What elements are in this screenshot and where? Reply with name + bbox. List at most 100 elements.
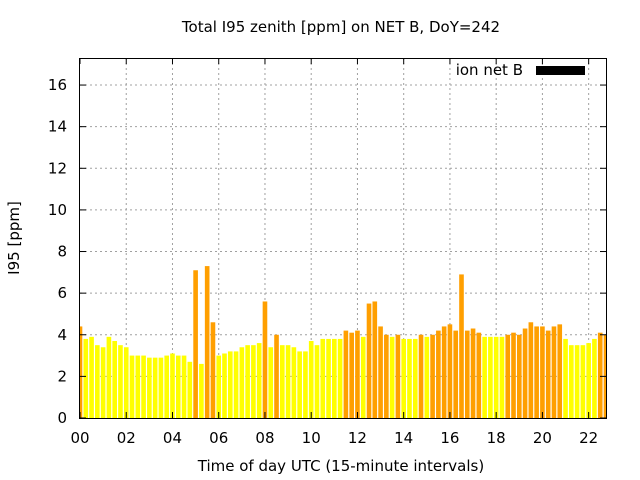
bar <box>360 336 366 418</box>
bar <box>586 343 591 418</box>
bar <box>152 357 158 418</box>
bar <box>470 328 476 418</box>
bar <box>112 341 117 418</box>
bar <box>233 351 239 418</box>
bars-layer <box>80 266 606 418</box>
bar <box>175 355 181 418</box>
bar <box>80 326 83 418</box>
x-tick-label: 00 <box>70 429 89 447</box>
bar <box>464 330 470 418</box>
bar <box>100 347 106 418</box>
bar <box>326 338 331 418</box>
bar <box>366 303 372 418</box>
bar <box>493 336 499 418</box>
bar <box>187 361 193 418</box>
bar <box>372 301 378 418</box>
bar <box>291 347 297 418</box>
x-tick-label: 12 <box>348 429 367 447</box>
x-tick-label: 06 <box>209 429 228 447</box>
bar <box>285 345 291 418</box>
bar <box>222 353 227 418</box>
bar <box>412 338 418 418</box>
bar <box>268 347 274 418</box>
bar <box>147 357 152 418</box>
bar <box>332 338 337 418</box>
y-tick-label: 4 <box>57 326 67 344</box>
bar <box>199 363 204 418</box>
bar <box>106 336 112 418</box>
bar <box>534 326 539 418</box>
y-axis-title: I95 [ppm] <box>5 201 23 275</box>
bar <box>384 334 389 418</box>
bar <box>141 355 146 418</box>
x-tick-label: 02 <box>117 429 136 447</box>
bar <box>580 345 586 418</box>
x-tick-label: 20 <box>533 429 552 447</box>
bar <box>308 341 314 418</box>
bar <box>279 345 285 418</box>
bar <box>181 355 187 418</box>
bar <box>314 345 320 418</box>
bar <box>251 345 256 418</box>
bar <box>89 336 94 418</box>
y-tick-label: 16 <box>48 76 67 94</box>
bar <box>441 326 447 418</box>
bar <box>95 345 100 418</box>
bar <box>303 351 308 418</box>
y-tick-label: 14 <box>48 118 67 136</box>
y-tick-label: 8 <box>57 243 67 261</box>
bar <box>592 338 597 418</box>
bar <box>83 338 89 418</box>
bar <box>239 347 245 418</box>
bar <box>407 338 412 418</box>
plot-frame <box>79 58 607 419</box>
bar <box>516 334 522 418</box>
bar <box>349 332 354 418</box>
x-tick-label: 08 <box>255 429 274 447</box>
bar <box>245 345 250 418</box>
y-tick-label: 12 <box>48 159 67 177</box>
bar <box>343 330 349 418</box>
x-tick-label: 16 <box>440 429 459 447</box>
bar <box>522 328 528 418</box>
bar <box>355 330 360 418</box>
bar <box>424 336 430 418</box>
legend: ion net B <box>456 61 585 79</box>
bar <box>557 324 563 418</box>
bar <box>569 345 574 418</box>
bar <box>123 347 129 418</box>
bar <box>320 338 326 418</box>
bar <box>337 338 343 418</box>
y-tick-label: 6 <box>57 284 67 302</box>
bar <box>563 338 568 418</box>
bar <box>511 332 516 418</box>
bar <box>135 355 141 418</box>
bar <box>545 330 551 418</box>
bar <box>193 270 198 418</box>
bar <box>418 334 424 418</box>
x-tick-label: 22 <box>579 429 598 447</box>
bar <box>378 326 383 418</box>
bar <box>129 355 135 418</box>
chart-title: Total I95 zenith [ppm] on NET B, DoY=242 <box>181 18 500 36</box>
x-tick-label: 14 <box>394 429 413 447</box>
bar <box>256 343 262 418</box>
x-tick-label: 18 <box>487 429 506 447</box>
y-tick-label: 0 <box>57 409 67 427</box>
bar <box>118 345 123 418</box>
bar <box>505 334 511 418</box>
bar <box>170 353 175 418</box>
bar <box>158 357 164 418</box>
y-tick-label: 10 <box>48 201 67 219</box>
bar <box>447 324 453 418</box>
y-tick-label: 2 <box>57 367 67 385</box>
bar <box>482 336 487 418</box>
legend-label: ion net B <box>456 61 523 79</box>
bar <box>216 355 222 418</box>
x-axis-title: Time of day UTC (15-minute intervals) <box>197 457 484 475</box>
bar <box>430 334 435 418</box>
bar <box>540 326 545 418</box>
bar <box>597 332 603 418</box>
